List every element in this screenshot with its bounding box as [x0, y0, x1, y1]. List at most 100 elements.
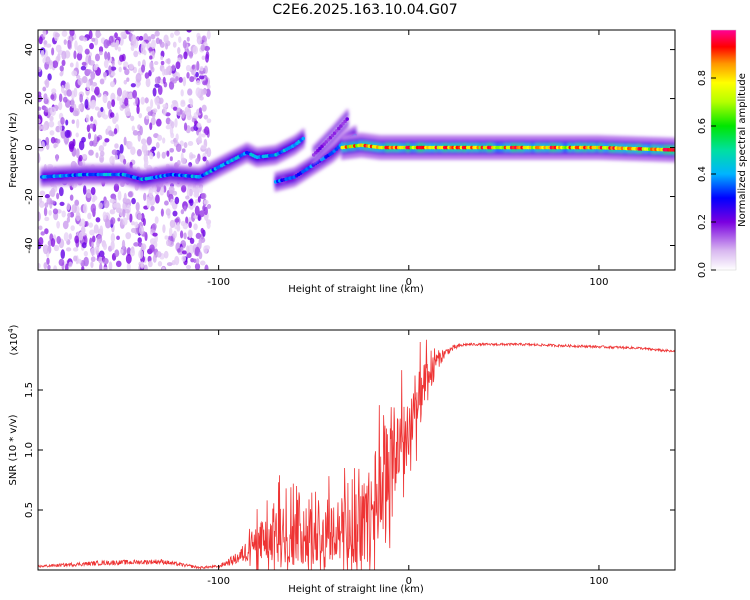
spectrogram-noise-mark [103, 59, 109, 69]
spectrogram-noise-mark [180, 220, 186, 227]
spectrogram-noise-mark [195, 71, 199, 78]
spectrogram-noise-mark [124, 68, 130, 76]
spectrogram-noise-mark [174, 255, 180, 266]
spectrogram-noise-mark [44, 106, 48, 113]
spectrogram-noise-mark [93, 89, 99, 95]
spectrogram-noise-mark [127, 92, 133, 99]
spectrogram-trace-core [332, 131, 337, 135]
spectrogram-noise-mark [174, 196, 180, 205]
spectrogram-axis-ticks: -100 0 100 -40 -20 0 20 40 [24, 30, 675, 288]
spectrogram-noise-mark [165, 208, 171, 216]
spectrogram-trace-core [330, 133, 335, 138]
spectrogram-noise-mark [91, 197, 96, 203]
spectrogram-trace-core [339, 124, 343, 128]
snr-xtick-label: 0 [406, 576, 412, 587]
spectrogram-noise-mark [39, 196, 43, 204]
spectrogram-noise-mark [179, 109, 183, 115]
spectrogram-noise-mark [107, 51, 111, 61]
spectrogram-noise-mark [125, 253, 132, 264]
spectrogram-noise-mark [96, 239, 100, 248]
spectrogram-noise-mark [131, 34, 137, 45]
spectrogram-noise-mark [62, 96, 68, 103]
spectrogram-noise-mark [162, 137, 166, 144]
spectrogram-noise-mark [162, 224, 166, 234]
spectrogram-noise-mark [179, 230, 184, 239]
snr-ytick-label: 0.5 [24, 502, 35, 518]
spectrogram-noise-mark [119, 152, 124, 162]
spectrogram-noise-mark [200, 227, 204, 234]
spectrogram-noise-mark [191, 212, 196, 222]
spectrogram-noise-mark [157, 104, 161, 110]
spectrogram-noise-mark [168, 227, 173, 237]
spectrogram-noise-mark [142, 218, 146, 226]
spectrogram-noise-mark [43, 262, 48, 270]
spectrogram-noise-mark [154, 30, 160, 37]
spectrogram-noise-mark [195, 199, 199, 204]
spectrogram-noise-mark [121, 239, 126, 250]
spectrogram-noise-mark [81, 61, 87, 66]
spectrogram-noise-mark [174, 218, 180, 223]
spectrogram-noise-mark [203, 126, 210, 136]
spectrogram-noise-mark [72, 110, 79, 117]
spectrogram-noise-mark [38, 118, 41, 124]
spectrogram-noise-mark [78, 231, 84, 241]
spectrogram-noise-mark [48, 120, 55, 128]
spectrogram-noise-mark [41, 124, 48, 131]
spectrogram-noise-mark [116, 87, 123, 97]
spectrogram-noise-mark [195, 80, 201, 86]
spectrogram-noise-mark [98, 250, 105, 258]
spectrogram-noise-mark [90, 247, 97, 256]
spectrogram-noise-mark [61, 210, 66, 218]
spectrogram-noise-mark [168, 80, 175, 90]
spectrogram-noise-mark [113, 128, 118, 135]
snr-panel: -100 0 100 0.5 1.0 1.5 Height of straight lin… [7, 324, 676, 595]
spectrogram-noise-mark [137, 60, 141, 67]
spectrogram-noise-mark [61, 30, 68, 37]
spectrogram-noise-mark [59, 65, 64, 72]
spectrogram-noise-mark [89, 123, 94, 129]
spectrogram-noise-mark [50, 238, 56, 247]
spectrogram-noise-mark [103, 266, 108, 270]
spectrogram-noise-mark [87, 212, 92, 220]
spectrogram-noise-mark [138, 113, 143, 119]
spectrogram-noise-mark [81, 136, 86, 143]
spectrogram-noise-mark [123, 192, 127, 203]
spectrogram-noise-mark [100, 106, 104, 113]
spectrogram-noise-mark [65, 119, 69, 126]
spectrogram-noise-mark [80, 218, 86, 228]
spectrogram-noise-mark [138, 35, 144, 41]
spectrogram-noise-mark [181, 255, 187, 262]
spectrogram-noise-mark [66, 89, 72, 97]
spectrogram-noise-mark [155, 142, 160, 149]
spectrogram-noise-mark [64, 82, 69, 90]
spectrogram-noise-mark [203, 114, 209, 120]
spectrogram-noise-mark [58, 93, 63, 103]
spectrogram-ytick-label: 40 [24, 43, 35, 56]
spectrogram-noise-mark [50, 106, 57, 116]
spectrogram-noise-mark [195, 232, 202, 239]
spectrogram-xlabel: Height of straight line (km) [288, 284, 424, 295]
spectrogram-noise-mark [201, 88, 208, 95]
spectrogram-noise-mark [161, 151, 166, 159]
spectrogram-noise-mark [196, 122, 202, 128]
spectrogram-noise-mark [99, 225, 104, 236]
spectrogram-noise-mark [83, 250, 88, 257]
spectrogram-noise-mark [163, 250, 169, 259]
spectrogram-noise-mark [102, 93, 108, 104]
spectrogram-noise-mark [55, 154, 59, 162]
spectrogram-noise-mark [146, 106, 152, 113]
spectrogram-noise-mark [130, 146, 136, 156]
spectrogram-noise-mark [110, 232, 116, 243]
spectrogram-noise-mark [86, 80, 91, 91]
spectrogram-noise-mark [42, 30, 47, 38]
spectrogram-noise-mark [195, 258, 200, 265]
spectrogram-noise-mark [53, 244, 60, 252]
spectrogram-noise-mark [38, 211, 41, 222]
spectrogram-noise-mark [124, 209, 130, 214]
spectrogram-noise-mark [145, 77, 151, 88]
spectrogram-noise-mark [76, 118, 80, 129]
spectrogram-noise-mark [189, 198, 194, 207]
spectrogram-noise-mark [168, 185, 175, 195]
spectrogram-noise-mark [129, 213, 133, 223]
spectrogram-noise-mark [66, 216, 71, 223]
